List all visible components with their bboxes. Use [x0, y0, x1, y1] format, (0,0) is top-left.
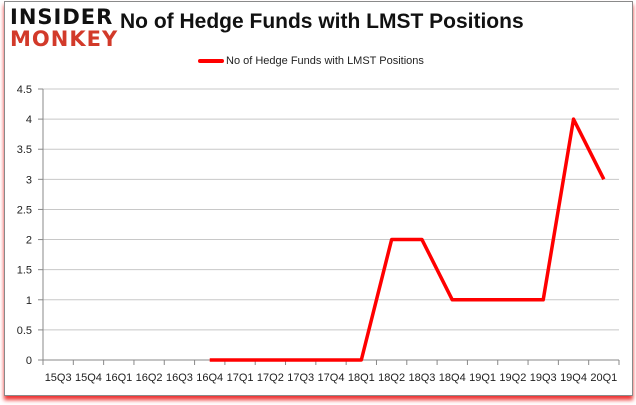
y-tick-label: 4.5 — [17, 84, 32, 96]
logo-line2: MONKEY — [10, 27, 119, 51]
x-tick-label: 15Q4 — [75, 372, 102, 384]
insider-monkey-logo: INSIDER MONKEY — [10, 6, 118, 50]
x-tick-label: 19Q1 — [469, 372, 496, 384]
y-tick-label: 0.5 — [17, 325, 32, 337]
y-tick-label: 2 — [26, 235, 32, 247]
x-tick-label: 17Q4 — [318, 372, 345, 384]
x-tick-label: 16Q1 — [105, 372, 132, 384]
y-tick-label: 3.5 — [17, 144, 32, 156]
x-tick-label: 17Q1 — [227, 372, 254, 384]
series-line — [209, 117, 606, 362]
y-tick-label: 1.5 — [17, 265, 32, 277]
logo-line1: INSIDER — [10, 5, 114, 29]
x-tick-label: 16Q4 — [196, 372, 223, 384]
chart-title: No of Hedge Funds with LMST Positions — [120, 10, 524, 33]
x-tick-label: 20Q1 — [590, 372, 617, 384]
x-tick-label: 19Q2 — [499, 372, 526, 384]
x-tick-label: 18Q4 — [439, 372, 466, 384]
y-tick-label: 0 — [26, 355, 32, 367]
legend: No of Hedge Funds with LMST Positions — [198, 55, 424, 67]
legend-swatch — [198, 59, 224, 63]
x-tick-label: 17Q2 — [257, 372, 284, 384]
x-tick-label: 18Q3 — [408, 372, 435, 384]
x-tick-label: 16Q2 — [136, 372, 163, 384]
x-tick-label: 16Q3 — [166, 372, 193, 384]
y-tick-label: 4 — [26, 114, 32, 126]
y-tick-label: 2.5 — [17, 204, 32, 216]
y-tick-label: 3 — [26, 174, 32, 186]
x-tick-label: 19Q4 — [560, 372, 587, 384]
y-tick-label: 1 — [26, 295, 32, 307]
x-tick-label: 18Q1 — [348, 372, 375, 384]
x-tick-label: 18Q2 — [378, 372, 405, 384]
legend-label: No of Hedge Funds with LMST Positions — [226, 55, 424, 67]
x-tick-label: 15Q3 — [45, 372, 72, 384]
x-tick-label: 19Q3 — [530, 372, 557, 384]
x-tick-label: 17Q3 — [287, 372, 314, 384]
